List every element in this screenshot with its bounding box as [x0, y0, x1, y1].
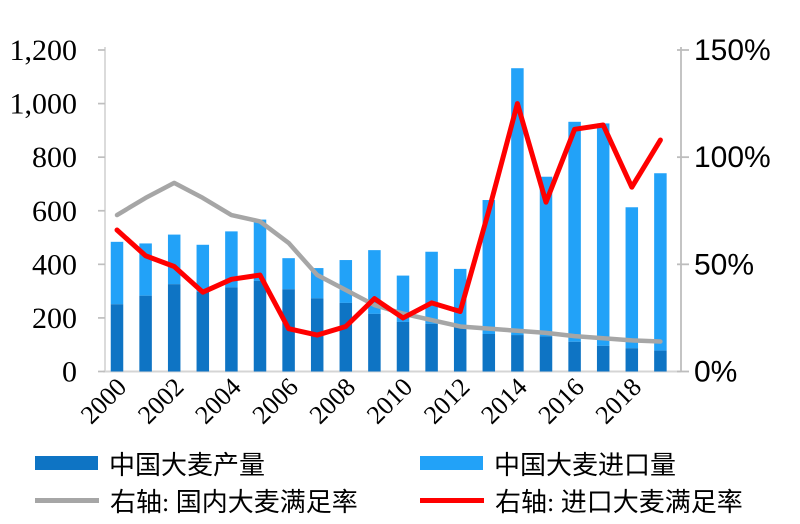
- production-bar-2008: [339, 302, 353, 372]
- legend-item-domestic-rate: 右轴: 国内大麦满足率: [35, 485, 358, 517]
- production-bar-2010: [396, 321, 410, 372]
- left-axis-tick-label: 1,000: [10, 88, 78, 121]
- x-axis-tick-label-2002: 2002: [132, 372, 189, 429]
- production-bar-2014: [511, 335, 524, 372]
- imports-bar-2004: [225, 231, 238, 288]
- imports-bar-2013: [482, 200, 496, 334]
- imports-bar-2016: [568, 121, 581, 342]
- imports-bar-2000: [110, 241, 124, 305]
- production-bar-2002: [167, 284, 181, 372]
- legend-label-import-rate: 右轴: 进口大麦满足率: [495, 487, 743, 517]
- production-bar-2003: [196, 291, 210, 372]
- x-axis-tick-label-2004: 2004: [189, 372, 246, 429]
- barley-chart-plot: 0 200 400 600 800 1,000 1,200 0% 50% 100% 150% 2000…: [10, 34, 771, 430]
- imports-bar-2008: [339, 260, 353, 303]
- production-bar-2015: [539, 336, 553, 372]
- production-bar-2012: [453, 325, 467, 372]
- left-axis-tick-label: 1,200: [10, 34, 78, 67]
- imports-bar-swatch: [420, 456, 483, 470]
- legend-label-domestic-rate: 右轴: 国内大麦满足率: [110, 487, 358, 517]
- left-axis-tick-label: 600: [32, 195, 77, 228]
- import-rate-line: [114, 101, 663, 338]
- left-axis-tick-label: 400: [32, 248, 77, 281]
- right-axis-tick-label: 150%: [694, 34, 771, 67]
- x-axis-tick-label-2014: 2014: [475, 372, 532, 429]
- x-axis-tick-label-2006: 2006: [247, 372, 304, 429]
- left-axis-tick-label: 800: [32, 141, 77, 174]
- production-bar-2004: [225, 287, 238, 372]
- production-bar-2005: [253, 280, 267, 372]
- production-bar-2018: [625, 348, 639, 372]
- imports-bar-2018: [625, 207, 639, 349]
- left-axis-tick-label: 200: [32, 302, 77, 335]
- x-axis-tick-label-2008: 2008: [304, 372, 361, 429]
- imports-bar-2017: [596, 123, 610, 346]
- imports-bar-2005: [253, 219, 267, 281]
- imports-bar-2011: [425, 251, 438, 324]
- production-bar-2011: [425, 323, 438, 372]
- production-bar-2017: [596, 345, 610, 372]
- production-bar-2016: [568, 341, 581, 372]
- legend-item-import-rate: 右轴: 进口大麦满足率: [420, 485, 743, 517]
- imports-bar-2002: [167, 234, 181, 285]
- legend-item-imports: 中国大麦进口量: [420, 448, 676, 480]
- production-bar-2013: [482, 333, 496, 372]
- legend-label-imports: 中国大麦进口量: [494, 450, 677, 480]
- right-axis-tick-label: 100%: [694, 141, 771, 174]
- import-rate-line-swatch: [420, 497, 484, 503]
- production-bar-2009: [368, 313, 381, 372]
- domestic-rate-line-swatch: [35, 497, 99, 503]
- right-axis-tick-label: 50%: [694, 248, 754, 281]
- imports-bar-2019: [654, 173, 667, 351]
- imports-bar-2006: [282, 258, 295, 290]
- production-bar-2000: [110, 304, 124, 372]
- x-axis-tick-label-2000: 2000: [75, 372, 132, 429]
- left-axis-tick-label: 0: [62, 356, 77, 389]
- production-bar-2001: [139, 295, 152, 372]
- x-axis-tick-label-2016: 2016: [533, 372, 590, 429]
- production-bar-swatch: [35, 456, 98, 470]
- right-axis-tick-label: 0%: [694, 356, 737, 389]
- x-axis-tick-label-2010: 2010: [361, 372, 418, 429]
- x-axis-tick-label-2012: 2012: [418, 372, 475, 429]
- legend-label-production: 中国大麦产量: [109, 450, 266, 480]
- production-bar-2019: [654, 350, 667, 372]
- imports-bar-2015: [539, 176, 553, 337]
- imports-bar-2003: [196, 244, 210, 292]
- x-axis-tick-label-2018: 2018: [590, 372, 647, 429]
- legend-item-production: 中国大麦产量: [35, 448, 265, 480]
- imports-bar-2014: [511, 68, 524, 336]
